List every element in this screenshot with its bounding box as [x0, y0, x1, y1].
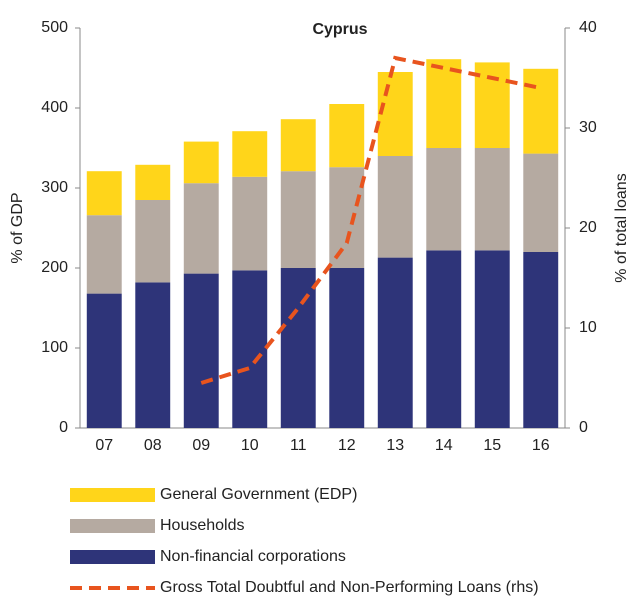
y2-tick-label: 10: [579, 319, 597, 336]
bar-segment: [232, 270, 268, 428]
x-tick-label: 09: [192, 437, 210, 454]
x-tick-label: 08: [144, 437, 162, 454]
bar-segment: [135, 282, 171, 428]
bar-segment: [135, 200, 171, 283]
x-tick-label: 13: [386, 437, 404, 454]
legend-label: Gross Total Doubtful and Non-Performing …: [160, 579, 539, 596]
bar-segment: [86, 171, 122, 216]
x-tick-label: 11: [290, 437, 307, 454]
y2-axis-label: % of total loans: [613, 173, 630, 282]
x-tick-label: 15: [483, 437, 501, 454]
legend-label: General Government (EDP): [160, 486, 357, 503]
bar-segment: [86, 215, 122, 294]
bar-segment: [135, 164, 171, 200]
bar-segment: [329, 104, 365, 168]
bar-segment: [232, 176, 268, 271]
legend-swatch: [70, 488, 155, 502]
line-series: [200, 55, 542, 385]
bar-segment: [474, 250, 510, 428]
bar-segment: [426, 148, 462, 251]
bar-segment: [232, 131, 268, 177]
y-tick-label: 0: [59, 419, 68, 436]
x-tick-label: 12: [338, 437, 356, 454]
bar-segment: [183, 141, 219, 184]
bar-segment: [183, 183, 219, 274]
y-tick-label: 300: [41, 179, 68, 196]
y2-tick-label: 20: [579, 219, 597, 236]
bar-segment: [523, 252, 559, 428]
legend-label: Non-financial corporations: [160, 548, 346, 565]
x-tick-label: 16: [532, 437, 550, 454]
bar-segment: [523, 153, 559, 252]
bar-segment: [474, 148, 510, 251]
bar-segment: [377, 72, 413, 156]
x-tick-label: 10: [241, 437, 259, 454]
y-tick-label: 500: [41, 19, 68, 36]
bar-segment: [280, 171, 316, 268]
bar-segment: [329, 167, 365, 268]
bar-segment: [426, 250, 462, 428]
bar-segment: [86, 293, 122, 428]
bar-segment: [329, 268, 365, 428]
bar-segment: [523, 68, 559, 154]
bar-segment: [377, 156, 413, 258]
bar-segment: [426, 59, 462, 149]
bar-segment: [280, 268, 316, 428]
y2-tick-label: 40: [579, 19, 597, 36]
x-tick-label: 14: [435, 437, 453, 454]
y2-tick-label: 30: [579, 119, 597, 136]
legend-label: Households: [160, 517, 245, 534]
legend-swatch: [70, 550, 155, 564]
bar-segment: [377, 257, 413, 428]
x-tick-label: 07: [95, 437, 113, 454]
y2-tick-label: 0: [579, 419, 588, 436]
bar-segment: [183, 273, 219, 428]
y-axis-label: % of GDP: [9, 192, 26, 263]
legend-swatch: [70, 519, 155, 533]
y-tick-label: 200: [41, 259, 68, 276]
y-tick-label: 400: [41, 99, 68, 116]
chart-title: Cyprus: [312, 21, 367, 38]
y-tick-label: 100: [41, 339, 68, 356]
bar-segment: [280, 119, 316, 172]
